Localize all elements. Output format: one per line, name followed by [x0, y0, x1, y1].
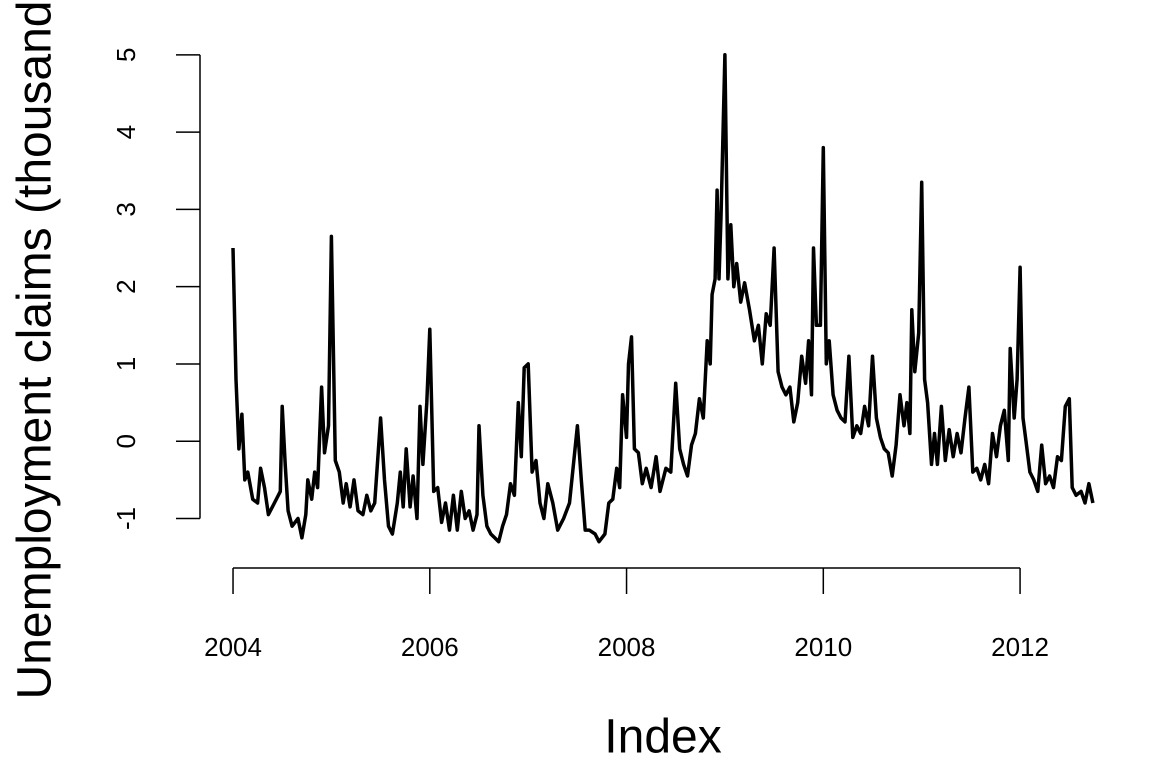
- x-tick-label: 2006: [401, 632, 459, 662]
- x-tick-label: 2010: [794, 632, 852, 662]
- x-axis-label: Index: [604, 711, 721, 764]
- y-tick-label: 1: [111, 357, 141, 371]
- y-tick-label: 2: [111, 279, 141, 293]
- y-tick-label: 4: [111, 125, 141, 139]
- y-tick-label: 0: [111, 434, 141, 448]
- x-tick-label: 2012: [991, 632, 1049, 662]
- x-tick-label: 2008: [598, 632, 656, 662]
- data-line: [231, 53, 1095, 544]
- x-tick-label: 2004: [204, 632, 262, 662]
- y-tick-label: -1: [111, 507, 141, 530]
- y-axis-label: Unemployment claims (thousands): [9, 0, 62, 699]
- y-tick-label: 3: [111, 202, 141, 216]
- y-tick-label: 5: [111, 48, 141, 62]
